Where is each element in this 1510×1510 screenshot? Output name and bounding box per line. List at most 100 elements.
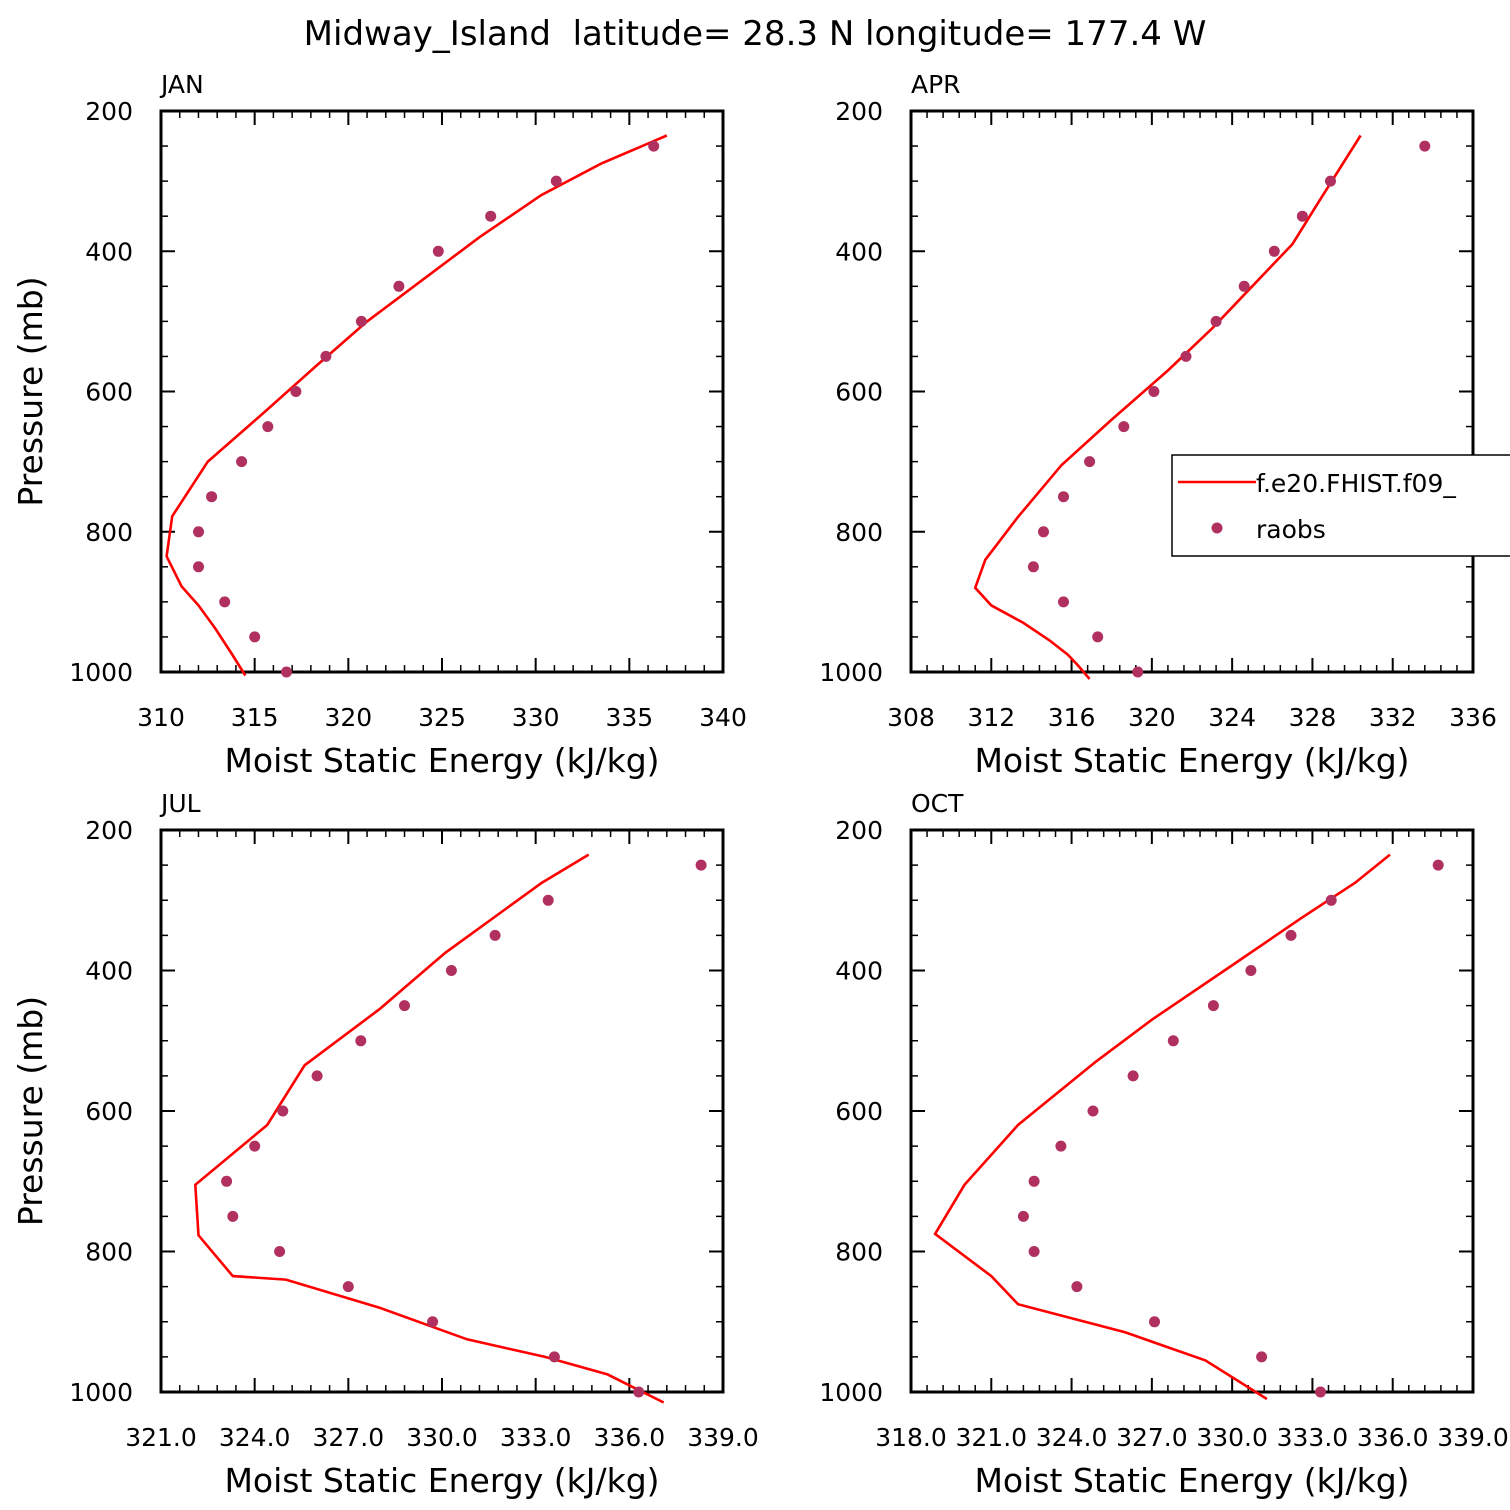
raobs-point xyxy=(648,140,660,152)
y-tick-label: 400 xyxy=(85,957,133,986)
raobs-point xyxy=(633,1386,645,1398)
raobs-point xyxy=(485,210,497,222)
x-tick-label: 318.0 xyxy=(875,1423,947,1452)
raobs-point xyxy=(432,245,444,257)
x-tick-label: 330.0 xyxy=(1196,1423,1268,1452)
x-tick-label: 330.0 xyxy=(406,1423,478,1452)
y-tick-label: 1000 xyxy=(819,1378,883,1407)
panel-jan: 310 315 320 325 330 335 340 200 400 600 800 1000 JAN… xyxy=(11,70,747,780)
y-tick-label: 600 xyxy=(85,378,133,407)
y-axis-label: Pressure (mb) xyxy=(11,996,50,1226)
y-tick-label: 400 xyxy=(835,237,883,266)
raobs-point xyxy=(320,350,332,362)
y-tick-label: 600 xyxy=(835,1097,883,1126)
raobs-point xyxy=(1058,596,1069,608)
raobs-point xyxy=(274,1246,286,1257)
x-tick-label: 336.0 xyxy=(594,1423,666,1452)
plot-frame xyxy=(159,109,725,674)
raobs-point xyxy=(219,596,231,608)
raobs-point xyxy=(550,175,562,187)
raobs-point xyxy=(1296,210,1308,222)
raobs-point xyxy=(1132,666,1144,678)
panel-jul: 321.0 324.0 327.0 330.0 333.0 336.0 339.0 200 40… xyxy=(11,789,759,1500)
y-tick-label: 600 xyxy=(835,378,883,407)
x-tick-label: 336.0 xyxy=(1357,1423,1429,1452)
raobs-point xyxy=(1325,175,1336,187)
x-tick-label: 327.0 xyxy=(313,1423,385,1452)
raobs-point xyxy=(1092,631,1104,643)
legend-obs-label: raobs xyxy=(1256,515,1326,544)
raobs-point xyxy=(227,1210,239,1222)
raobs-point xyxy=(427,1316,439,1328)
x-tick-label: 330 xyxy=(512,703,560,732)
x-tick-label: 308 xyxy=(887,703,935,732)
plot-frame xyxy=(159,828,725,1394)
raobs-point xyxy=(1055,1140,1067,1152)
raobs-point xyxy=(1245,965,1257,976)
model-series-line xyxy=(165,134,668,677)
raobs-point xyxy=(206,491,218,503)
raobs-point xyxy=(1038,526,1049,538)
raobs-point xyxy=(1432,859,1444,871)
y-tick-label: 800 xyxy=(835,518,883,547)
y-tick-label: 600 xyxy=(85,1097,133,1126)
panel-title: JAN xyxy=(159,70,204,99)
panel-title: APR xyxy=(911,70,961,99)
raobs-point xyxy=(1028,1246,1040,1257)
raobs-point xyxy=(1167,1035,1179,1047)
y-tick-label: 800 xyxy=(85,518,133,547)
x-tick-label: 321.0 xyxy=(955,1423,1027,1452)
x-axis-label: Moist Static Energy (kJ/kg) xyxy=(224,741,659,780)
x-tick-label: 336 xyxy=(1449,703,1497,732)
raobs-point xyxy=(342,1281,354,1293)
raobs-point xyxy=(1084,456,1096,468)
raobs-point xyxy=(445,965,457,976)
x-tick-label: 325 xyxy=(418,703,466,732)
raobs-point xyxy=(193,561,204,573)
y-axis-label: Pressure (mb) xyxy=(11,276,50,506)
raobs-point xyxy=(393,280,405,292)
raobs-point xyxy=(1149,1316,1160,1328)
x-tick-label: 316 xyxy=(1048,703,1096,732)
y-tick-label: 1000 xyxy=(69,658,133,687)
x-tick-label: 320 xyxy=(1128,703,1176,732)
raobs-point xyxy=(1118,421,1130,433)
raobs-point xyxy=(236,456,248,468)
x-tick-label: 324 xyxy=(1208,703,1256,732)
raobs-point xyxy=(1027,561,1039,573)
y-tick-label: 200 xyxy=(835,97,883,126)
raobs-point xyxy=(355,1035,367,1047)
y-tick-label: 200 xyxy=(85,816,133,845)
raobs-point xyxy=(1148,386,1160,397)
legend-model-label: f.e20.FHIST.f09_ xyxy=(1256,469,1456,498)
panel-title: JUL xyxy=(159,789,201,818)
x-tick-label: 320 xyxy=(324,703,372,732)
y-tick-label: 200 xyxy=(835,816,883,845)
legend: f.e20.FHIST.f09_raobs xyxy=(1171,454,1510,557)
x-tick-label: 312 xyxy=(967,703,1015,732)
x-axis-label: Moist Static Energy (kJ/kg) xyxy=(224,1461,659,1500)
raobs-point xyxy=(1127,1070,1139,1082)
raobs-point xyxy=(290,386,302,397)
raobs-point xyxy=(1028,1175,1040,1187)
x-axis-label: Moist Static Energy (kJ/kg) xyxy=(974,1461,1409,1500)
x-tick-label: 315 xyxy=(231,703,279,732)
x-tick-label: 310 xyxy=(137,703,185,732)
raobs-point xyxy=(1325,894,1337,906)
y-tick-label: 800 xyxy=(835,1238,883,1267)
y-tick-label: 1000 xyxy=(819,658,883,687)
raobs-point xyxy=(1285,929,1297,941)
legend-box xyxy=(1171,454,1510,557)
raobs-point xyxy=(277,1105,289,1117)
raobs-point xyxy=(1058,491,1069,503)
panels: 310 315 320 325 330 335 340 200 400 600 800 1000 JAN… xyxy=(11,70,1509,1500)
raobs-point xyxy=(1087,1105,1099,1117)
raobs-point xyxy=(399,1000,410,1012)
raobs-point xyxy=(1180,350,1192,362)
x-tick-label: 333.0 xyxy=(500,1423,572,1452)
raobs-point xyxy=(262,421,274,433)
raobs-point xyxy=(1238,280,1250,292)
panel-apr: 308 312 316 320 324 328 332 336 200 400 600 800 1000… xyxy=(819,70,1496,780)
raobs-point xyxy=(548,1351,560,1363)
y-tick-label: 400 xyxy=(85,237,133,266)
